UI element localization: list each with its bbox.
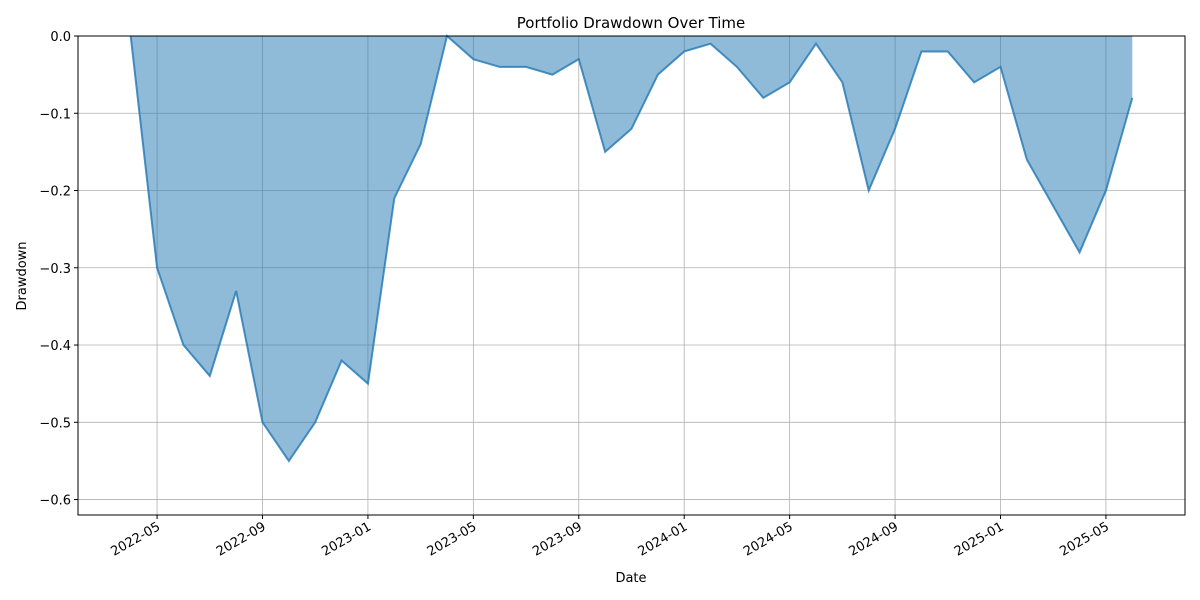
y-tick-label: −0.6 (39, 494, 71, 509)
y-tick-label: −0.1 (39, 107, 71, 122)
y-tick-label: −0.3 (39, 262, 71, 277)
x-tick-label: 2025-05 (1057, 519, 1112, 559)
drawdown-line (129, 34, 1134, 463)
y-tick-label: 0.0 (50, 30, 71, 45)
y-axis-label: Drawdown (15, 241, 30, 310)
x-tick-label: 2024-09 (847, 519, 902, 559)
x-tick-label: 2025-01 (952, 519, 1007, 559)
x-tick-label: 2023-01 (319, 519, 374, 559)
x-tick-label: 2024-05 (741, 519, 796, 559)
y-tick-label: −0.5 (39, 416, 71, 431)
plot-frame (77, 35, 1186, 516)
x-axis-label: Date (615, 571, 646, 586)
y-tick-label: −0.4 (39, 339, 71, 354)
x-tick-label: 2023-09 (530, 519, 585, 559)
x-tick-label: 2023-05 (425, 519, 480, 559)
x-tick-label: 2024-01 (636, 519, 691, 559)
y-tick-label: −0.2 (39, 185, 71, 200)
x-tick-label: 2022-05 (109, 519, 164, 559)
x-tick-label: 2022-09 (214, 519, 269, 559)
drawdown-area (130, 36, 1133, 461)
chart-title: Portfolio Drawdown Over Time (517, 14, 745, 32)
